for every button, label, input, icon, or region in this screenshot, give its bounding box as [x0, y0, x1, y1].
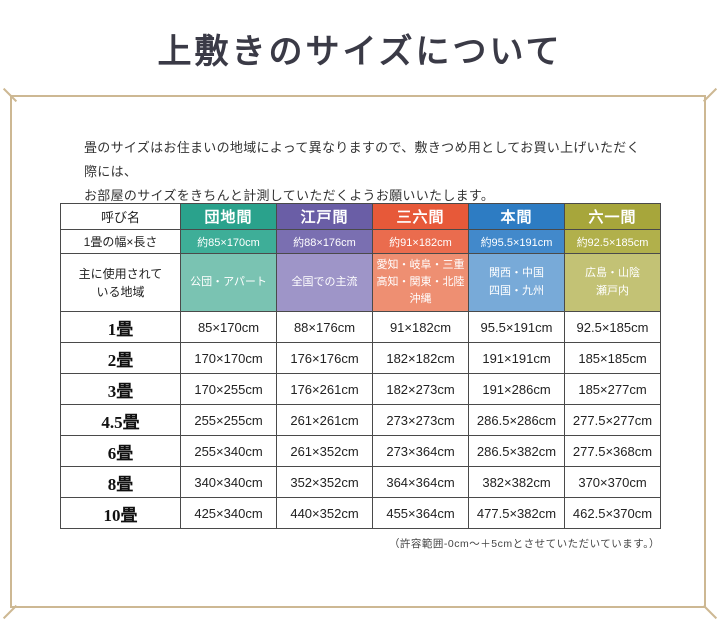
size-value-cell: 462.5×370cm [564, 497, 661, 529]
row-label: 8畳 [60, 466, 181, 498]
size-value-cell: 191×191cm [468, 342, 565, 374]
column-header-sanrokuma: 三六間 [372, 203, 469, 230]
size-value-cell: 382×382cm [468, 466, 565, 498]
size-value-cell: 277.5×277cm [564, 404, 661, 436]
intro-line-1: 畳のサイズはお住まいの地域によって異なりますので、敷きつめ用としてお買い上げいた… [84, 140, 640, 180]
row-label: 6畳 [60, 435, 181, 467]
region-cell: 全国での主流 [276, 253, 373, 312]
size-value-cell: 170×255cm [180, 373, 277, 405]
size-value-cell: 273×364cm [372, 435, 469, 467]
region-line: 瀬戸内 [596, 284, 629, 297]
table-row: 1畳 85×170cm 88×176cm 91×182cm 95.5×191cm… [60, 311, 661, 343]
region-line: 広島・山陰 [585, 267, 640, 280]
size-value-cell: 191×286cm [468, 373, 565, 405]
size-value-cell: 261×352cm [276, 435, 373, 467]
size-value-cell: 370×370cm [564, 466, 661, 498]
decorative-frame [10, 95, 706, 608]
regions-row-label-line-2: いる地域 [96, 284, 145, 299]
region-line: 関西・中国 [489, 267, 544, 280]
size-value-cell: 185×277cm [564, 373, 661, 405]
column-header-edoma: 江戸間 [276, 203, 373, 230]
page-title: 上敷きのサイズについて [157, 34, 563, 71]
one-mat-size-cell: 約95.5×191cm [468, 229, 565, 254]
region-line: 沖縄 [409, 293, 432, 306]
region-cell: 広島・山陰 瀬戸内 [564, 253, 661, 312]
table-row: 2畳 170×170cm 176×176cm 182×182cm 191×191… [60, 342, 661, 374]
region-line: 愛知・岐阜・三重 [376, 258, 465, 271]
size-value-cell: 261×261cm [276, 404, 373, 436]
table-row: 8畳 340×340cm 352×352cm 364×364cm 382×382… [60, 466, 661, 498]
size-value-cell: 182×273cm [372, 373, 469, 405]
table-row: 10畳 425×340cm 440×352cm 455×364cm 477.5×… [60, 497, 661, 529]
table-row: 6畳 255×340cm 261×352cm 273×364cm 286.5×3… [60, 435, 661, 467]
size-value-cell: 95.5×191cm [468, 311, 565, 343]
one-mat-size-cell: 約85×170cm [180, 229, 277, 254]
row-label: 2畳 [60, 342, 181, 374]
row-label: 1畳 [60, 311, 181, 343]
intro-paragraph: 畳のサイズはお住まいの地域によって異なりますので、敷きつめ用としてお買い上げいた… [84, 136, 650, 208]
one-mat-size-cell: 約91×182cm [372, 229, 469, 254]
table-row: 3畳 170×255cm 176×261cm 182×273cm 191×286… [60, 373, 661, 405]
size-value-cell: 340×340cm [180, 466, 277, 498]
column-header-rokuichima: 六一間 [564, 203, 661, 230]
region-cell: 関西・中国 四国・九州 [468, 253, 565, 312]
one-mat-size-row-label: 1畳の幅×長さ [60, 229, 181, 254]
one-mat-size-cell: 約92.5×185cm [564, 229, 661, 254]
size-value-cell: 176×176cm [276, 342, 373, 374]
size-value-cell: 273×273cm [372, 404, 469, 436]
column-header-danchima: 団地間 [180, 203, 277, 230]
size-value-cell: 85×170cm [180, 311, 277, 343]
size-value-cell: 255×255cm [180, 404, 277, 436]
tatami-size-table: 呼び名 団地間 江戸間 三六間 本間 六一間 1畳の幅×長さ 約85×170cm… [60, 203, 661, 529]
region-cell: 公団・アパート [180, 253, 277, 312]
row-label: 4.5畳 [60, 404, 181, 436]
regions-row-label: 主に使用されて いる地域 [60, 253, 181, 312]
size-value-cell: 286.5×286cm [468, 404, 565, 436]
size-value-cell: 91×182cm [372, 311, 469, 343]
size-value-cell: 170×170cm [180, 342, 277, 374]
size-value-cell: 277.5×368cm [564, 435, 661, 467]
size-value-cell: 440×352cm [276, 497, 373, 529]
size-value-cell: 364×364cm [372, 466, 469, 498]
row-label: 10畳 [60, 497, 181, 529]
size-value-cell: 182×182cm [372, 342, 469, 374]
size-value-cell: 425×340cm [180, 497, 277, 529]
size-value-cell: 176×261cm [276, 373, 373, 405]
region-line: 四国・九州 [489, 284, 544, 297]
row-label: 3畳 [60, 373, 181, 405]
region-line: 高知・関東・北陸 [376, 275, 465, 288]
one-mat-size-cell: 約88×176cm [276, 229, 373, 254]
size-value-cell: 477.5×382cm [468, 497, 565, 529]
size-value-cell: 88×176cm [276, 311, 373, 343]
frame-corner-mark [702, 604, 718, 620]
region-line: 全国での主流 [291, 275, 358, 288]
header-row: 呼び名 団地間 江戸間 三六間 本間 六一間 [60, 203, 661, 230]
size-value-cell: 185×185cm [564, 342, 661, 374]
regions-row: 主に使用されて いる地域 公団・アパート 全国での主流 愛知・岐阜・三重 高知・… [60, 253, 661, 312]
size-value-cell: 455×364cm [372, 497, 469, 529]
region-line: 公団・アパート [190, 275, 267, 288]
table-row: 4.5畳 255×255cm 261×261cm 273×273cm 286.5… [60, 404, 661, 436]
size-value-cell: 255×340cm [180, 435, 277, 467]
size-value-cell: 92.5×185cm [564, 311, 661, 343]
tolerance-note: （許容範囲-0cm〜＋5cmとさせていただいています。） [388, 538, 660, 550]
size-value-cell: 286.5×382cm [468, 435, 565, 467]
regions-row-label-line-1: 主に使用されて [78, 266, 163, 281]
intro-line-2: お部屋のサイズをきちんと計測していただくようお願いいたします。 [84, 188, 495, 204]
one-mat-size-row: 1畳の幅×長さ 約85×170cm 約88×176cm 約91×182cm 約9… [60, 229, 661, 254]
region-cell: 愛知・岐阜・三重 高知・関東・北陸 沖縄 [372, 253, 469, 312]
column-header-honma: 本間 [468, 203, 565, 230]
corner-header: 呼び名 [60, 203, 181, 230]
size-value-cell: 352×352cm [276, 466, 373, 498]
